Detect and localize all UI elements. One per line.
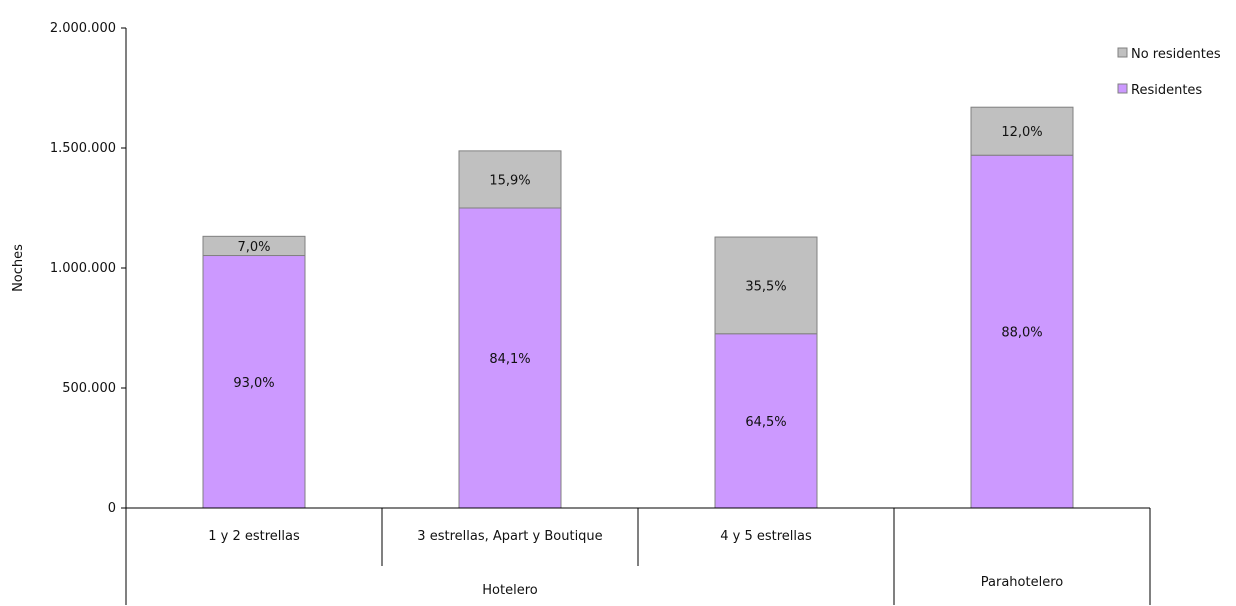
data-label: 64,5% [745,415,786,430]
x-category-label: 1 y 2 estrellas [208,529,300,544]
y-tick-label: 1.500.000 [50,141,116,156]
x-group-label: Parahotelero [981,575,1063,590]
y-tick-label: 1.000.000 [50,261,116,276]
y-tick-label: 0 [108,501,116,516]
data-label: 88,0% [1001,326,1042,341]
y-tick-label: 500.000 [62,381,116,396]
y-axis-title: Noches [11,244,26,292]
legend-swatch [1117,47,1128,58]
bar-residentes [970,154,1074,509]
bar-no-residentes [970,106,1074,156]
data-label: 93,0% [233,376,274,391]
legend: No residentes Residentes [1117,47,1221,98]
bar-no-residentes [458,150,562,209]
y-axis: 0 500.000 1.000.000 1.500.000 2.000.000 [50,21,127,605]
legend-label: Residentes [1131,83,1202,98]
x-category-label: 3 estrellas, Apart y Boutique [417,529,602,544]
x-axis: 1 y 2 estrellas 3 estrellas, Apart y Bout… [121,507,1151,605]
legend-swatch [1117,83,1128,94]
bar-no-residentes [714,236,818,335]
y-tick-label: 2.000.000 [50,21,116,36]
data-label: 12,0% [1001,125,1042,140]
data-label: 15,9% [489,173,530,188]
legend-label: No residentes [1131,47,1221,62]
data-label: 35,5% [745,279,786,294]
bars: 93,0% 7,0% 84,1% 15,9% 64,5% 35,5% 88,0% 12,0% [202,106,1074,509]
data-label: 84,1% [489,352,530,367]
data-label: 7,0% [237,240,270,255]
x-category-label: 4 y 5 estrellas [720,529,812,544]
x-group-label: Hotelero [482,583,537,598]
bar-no-residentes [202,235,306,257]
